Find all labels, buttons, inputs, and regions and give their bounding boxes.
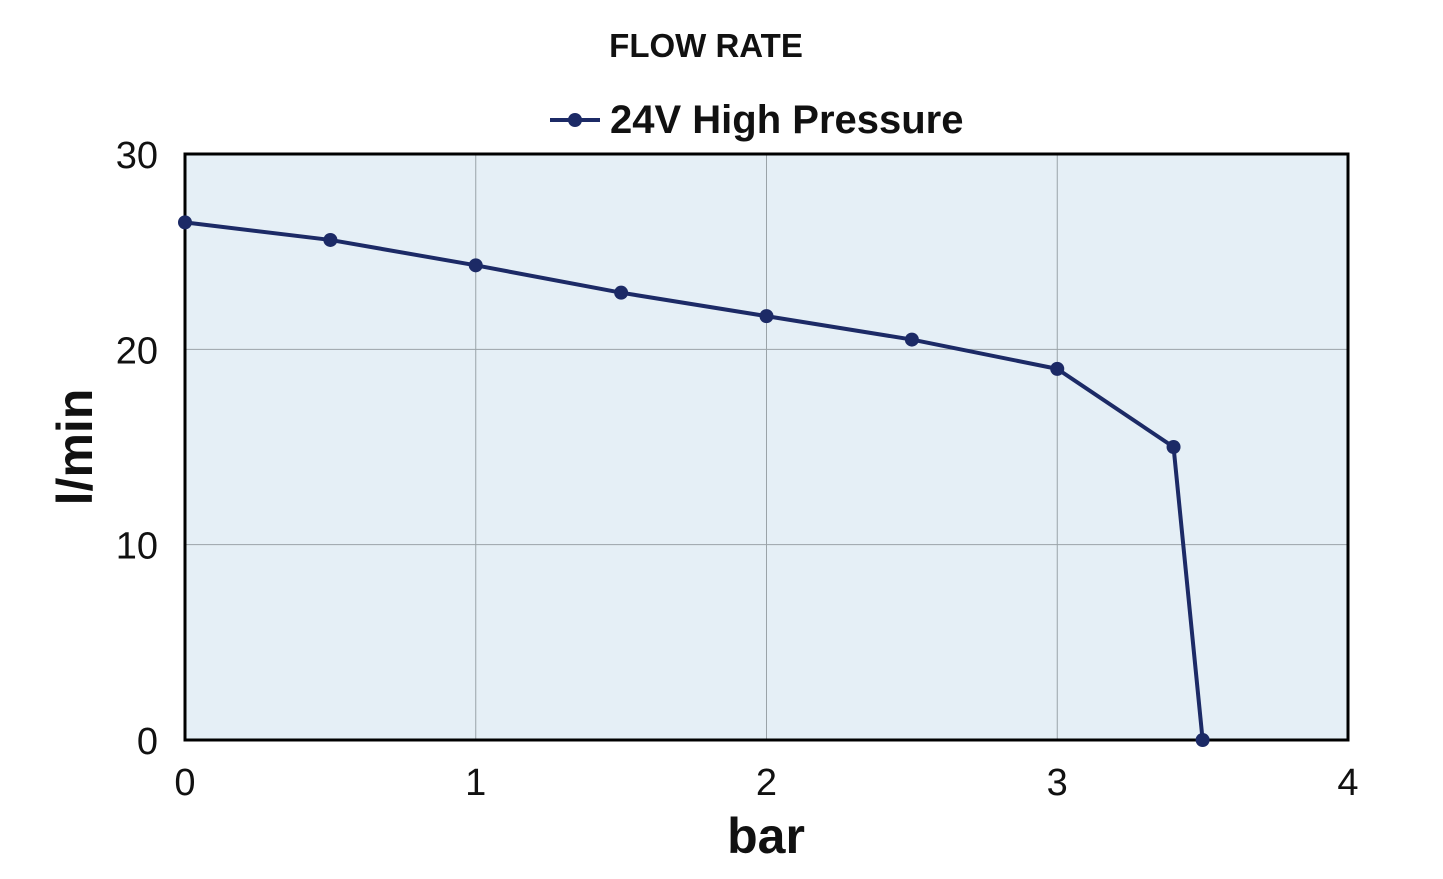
data-point xyxy=(323,232,338,247)
data-point xyxy=(759,309,774,324)
data-point xyxy=(904,332,919,347)
y-axis-label: l/min xyxy=(47,389,103,506)
data-point xyxy=(1195,733,1210,747)
y-tick-label: 30 xyxy=(116,135,158,177)
data-series xyxy=(178,215,1210,747)
x-tick-label: 4 xyxy=(1337,762,1358,804)
x-tick-label: 0 xyxy=(174,762,195,804)
x-tick-label: 3 xyxy=(1047,762,1068,804)
legend-series-label: 24V High Pressure xyxy=(610,98,964,142)
x-tick-label: 2 xyxy=(756,762,777,804)
grid-lines xyxy=(185,154,1348,740)
x-tick-label: 1 xyxy=(465,762,486,804)
chart-title: FLOW RATE xyxy=(609,27,803,64)
data-point xyxy=(1050,361,1065,376)
y-tick-label: 10 xyxy=(116,526,158,568)
data-point xyxy=(1166,440,1181,454)
x-axis-label: bar xyxy=(727,808,805,864)
data-point xyxy=(614,285,629,300)
y-tick-label: 0 xyxy=(137,721,158,763)
legend: 24V High Pressure xyxy=(550,98,964,142)
data-point xyxy=(178,215,192,230)
data-point xyxy=(468,258,483,273)
y-tick-label: 20 xyxy=(116,330,158,372)
y-axis-ticks: 0 10 20 30 xyxy=(116,135,158,763)
x-axis-ticks: 0 1 2 3 4 xyxy=(174,762,1358,804)
plot-frame xyxy=(183,152,1350,742)
legend-marker-swatch xyxy=(568,113,582,127)
